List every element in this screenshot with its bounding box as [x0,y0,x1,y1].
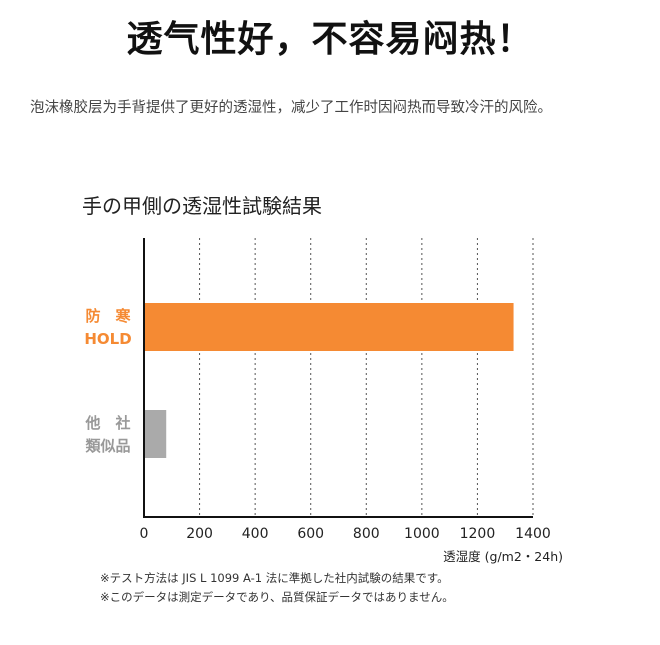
x-tick-label-200: 200 [186,526,213,542]
bar-1 [145,410,167,458]
category-label-1-line1: 他 社 [84,414,130,432]
headline: 透气性好，不容易闷热！ [126,19,534,60]
x-tick-label-1200: 1200 [460,526,496,542]
category-label-0-line1: 防 寒 [85,307,131,325]
category-label-1-line2: 類似品 [84,437,130,455]
x-tick-label-0: 0 [140,526,149,542]
footnote-method: ※テスト方法は JIS L 1099 A-1 法に準拠した社内試験の結果です。 [100,571,449,585]
x-tick-label-400: 400 [242,526,269,542]
x-tick-label-800: 800 [353,526,380,542]
description: 泡沫橡胶层为手背提供了更好的透湿性，减少了工作时因闷热而导致冷汗的风险。 [30,100,552,116]
chart-title: 手の甲側の透湿性試験結果 [82,194,322,218]
x-tick-label-1400: 1400 [515,526,551,542]
category-label-0-line2: HOLD [84,330,131,348]
bar-0 [145,303,514,351]
footnotes: ※テスト方法は JIS L 1099 A-1 法に準拠した社内試験の結果です。 … [100,569,454,607]
x-tick-label-1000: 1000 [404,526,440,542]
x-tick-label-600: 600 [297,526,324,542]
x-axis-label: 透湿度 (g/m2・24h) [443,549,563,564]
footnote-disclaimer: ※このデータは測定データであり、品質保証データではありません。 [100,590,454,604]
